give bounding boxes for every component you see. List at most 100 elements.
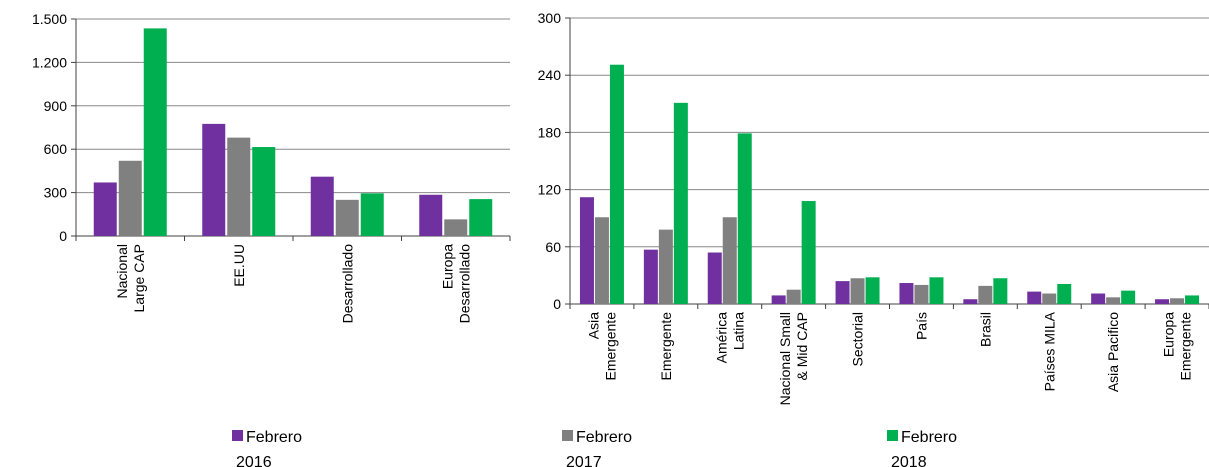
category-label-line: EE.UU (231, 244, 247, 287)
bar-2016 (771, 295, 786, 304)
bar-2017 (914, 284, 929, 304)
category-label-line: Emergente (1178, 312, 1194, 381)
bar-2016 (419, 194, 443, 236)
category-label-line: América (713, 312, 729, 364)
bar-2018 (143, 28, 167, 236)
category-label-line: Sectorial (850, 312, 866, 366)
category-label-line: Asia (585, 312, 601, 339)
category-label-line: Emergente (602, 312, 618, 381)
legend-swatch (232, 430, 243, 441)
legend-swatch (887, 430, 898, 441)
category-label-line: Brasil (977, 312, 993, 347)
bar-2018 (609, 64, 624, 304)
bar-2016 (202, 123, 226, 236)
category-label: Sectorial (850, 312, 866, 366)
bar-2017 (1170, 298, 1185, 304)
bar-2016 (579, 197, 594, 304)
y-tick-label: 180 (538, 124, 562, 140)
bar-2016 (93, 182, 117, 236)
category-label-line: Europa (439, 244, 455, 289)
category-label-line: Asia Pacifico (1105, 312, 1121, 392)
y-tick-label: 300 (538, 10, 562, 26)
y-tick-label: 300 (44, 185, 68, 201)
bar-2017 (335, 199, 359, 236)
bar-2017 (658, 229, 673, 304)
bar-2018 (1057, 283, 1072, 304)
category-label: Países MILA (1041, 311, 1057, 391)
bar-2018 (801, 201, 816, 304)
bar-2018 (360, 193, 384, 236)
bar-2016 (310, 176, 334, 236)
bar-2017 (1042, 293, 1057, 304)
y-tick-label: 120 (538, 182, 562, 198)
category-label-line: Países MILA (1041, 311, 1057, 391)
category-label-line: & Mid CAP (794, 312, 810, 380)
bar-2016 (707, 252, 722, 304)
bar-2017 (722, 217, 737, 304)
category-label: Nacional Small & Mid CAP (777, 312, 810, 405)
category-label: Nacional Large CAP (114, 244, 147, 312)
y-tick-label: 240 (538, 67, 562, 83)
bar-2016 (1155, 299, 1170, 304)
bar-2016 (1027, 291, 1042, 304)
category-label: País (913, 312, 929, 340)
legend-item: Febrero 2018 (887, 429, 957, 467)
bar-2018 (469, 199, 493, 236)
bar-2016 (643, 249, 658, 304)
legend-swatch (562, 430, 573, 441)
y-tick-label: 600 (44, 141, 68, 157)
y-tick-label: 60 (545, 239, 561, 255)
y-tick-label: 0 (553, 296, 561, 312)
category-label-line: Nacional Small (777, 312, 793, 405)
category-label-line: Large CAP (131, 244, 147, 312)
bar-2016 (835, 281, 850, 304)
bar-2018 (252, 147, 276, 236)
category-label: América Latina (713, 312, 746, 364)
category-label: Europa Desarrollado (439, 244, 472, 324)
y-tick-label: 1.200 (32, 54, 67, 70)
bar-2018 (993, 278, 1008, 304)
bar-2016 (1091, 293, 1106, 304)
category-label: Emergente (658, 312, 674, 381)
category-label-line: Emergente (658, 312, 674, 381)
category-label-line: Latina (730, 312, 746, 350)
legend-label-year: 2017 (566, 454, 602, 467)
bar-2017 (444, 219, 468, 236)
y-tick-label: 1.500 (32, 11, 67, 27)
category-label-line: Desarrollado (456, 244, 472, 324)
legend-label: Febrero (246, 429, 302, 446)
category-label-line: País (913, 312, 929, 340)
category-label-line: Desarrollado (339, 244, 355, 324)
legend-item: Febrero 2017 (562, 429, 632, 467)
chart-1: 0 300 600 900 1.200 1.500 Nacional Large CAP EE.… (32, 11, 511, 324)
bar-2017 (786, 289, 801, 304)
category-label: Asia Emergente (585, 312, 618, 381)
bar-2017 (978, 285, 993, 304)
legend-label: Febrero (576, 429, 632, 446)
category-label-line: Europa (1161, 312, 1177, 357)
legend-label: Febrero (901, 429, 957, 446)
bar-2018 (673, 102, 688, 304)
legend-item: Febrero 2016 (232, 429, 302, 467)
bar-2017 (1106, 297, 1121, 304)
bar-2017 (227, 137, 251, 236)
bar-2018 (737, 133, 752, 304)
bar-2018 (929, 277, 944, 304)
bar-2017 (594, 217, 609, 304)
bar-2017 (118, 160, 142, 236)
category-label: Asia Pacifico (1105, 312, 1121, 392)
bar-2018 (1121, 290, 1136, 304)
category-label: Desarrollado (339, 244, 355, 324)
category-label-line: Nacional (114, 244, 130, 298)
legend-label-year: 2016 (236, 454, 272, 467)
y-tick-label: 0 (59, 228, 67, 244)
bar-2018 (865, 277, 880, 304)
category-label: Europa Emergente (1161, 312, 1194, 381)
bar-2016 (963, 299, 978, 304)
bar-2017 (850, 278, 865, 304)
category-label: Brasil (977, 312, 993, 347)
category-label: EE.UU (231, 244, 247, 287)
bar-2018 (1185, 295, 1200, 304)
